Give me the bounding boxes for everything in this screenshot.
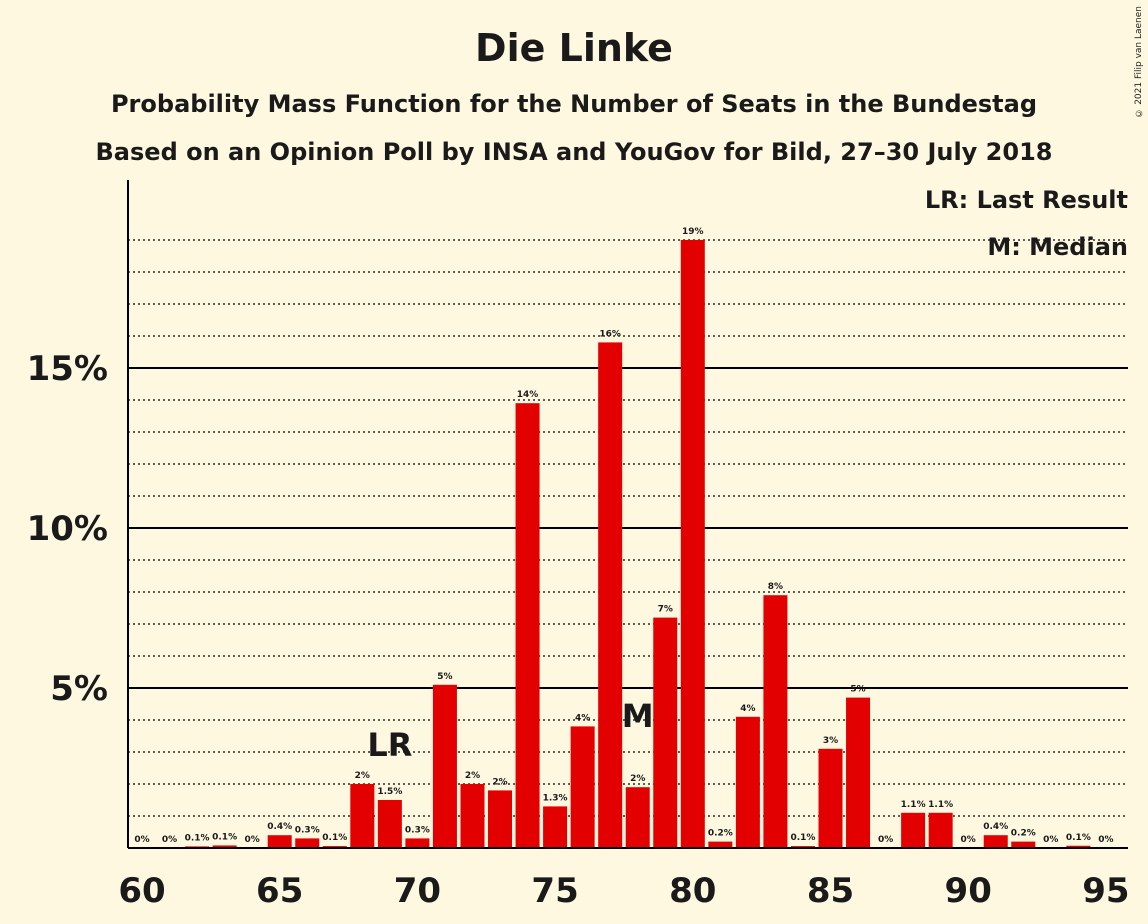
x-tick-label: 90: [945, 871, 992, 911]
bar-seat-94: [1066, 845, 1091, 848]
bar-seat-63: [212, 845, 237, 848]
bar-seat-73: [488, 790, 513, 848]
legend-median: M: Median: [987, 233, 1128, 261]
bar-value-label: 0%: [134, 835, 149, 845]
bar-seat-76: [570, 726, 595, 848]
bar-value-label: 19%: [682, 227, 704, 237]
median-marker: M: [622, 697, 654, 735]
bar-seat-91: [983, 835, 1008, 848]
bar-value-label: 14%: [517, 390, 539, 400]
bar-seat-80: [680, 240, 705, 848]
bar-value-label: 8%: [768, 582, 783, 592]
bar-seat-78: [625, 787, 650, 848]
bar-seat-89: [928, 812, 953, 848]
bar-value-label: 0%: [1098, 835, 1113, 845]
x-tick-label: 60: [118, 871, 165, 911]
bar-value-label: 1.1%: [928, 800, 953, 810]
bar-seat-79: [653, 617, 678, 848]
y-tick-label: 10%: [27, 509, 108, 549]
bar-value-label: 0.1%: [322, 833, 347, 843]
chart-title: Die Linke: [475, 26, 673, 70]
bar-value-label: 0.1%: [790, 833, 815, 843]
bar-value-label: 1.5%: [377, 787, 402, 797]
bar-value-label: 0.3%: [405, 825, 430, 835]
last-result-marker: LR: [367, 726, 412, 764]
bar-value-label: 4%: [575, 713, 590, 723]
bar-seat-88: [901, 812, 926, 848]
bar-value-label: 0.4%: [983, 822, 1008, 832]
bar-value-label: 0.4%: [267, 822, 292, 832]
x-tick-label: 75: [531, 871, 578, 911]
x-tick-label: 95: [1082, 871, 1129, 911]
legend-last-result: LR: Last Result: [924, 186, 1128, 214]
bar-seat-77: [598, 342, 623, 848]
bar-value-label: 1.3%: [543, 793, 568, 803]
bar-value-label: 0.3%: [295, 825, 320, 835]
bar-value-label: 0%: [162, 835, 177, 845]
bar-value-label: 0.1%: [1066, 833, 1091, 843]
bar-value-label: 0%: [1043, 835, 1058, 845]
bar-seat-68: [350, 784, 375, 848]
bar-value-label: 0%: [961, 835, 976, 845]
bar-value-label: 0.1%: [185, 833, 210, 843]
bar-seat-70: [405, 838, 430, 848]
bar-seat-69: [377, 800, 402, 848]
bar-value-label: 2%: [492, 777, 507, 787]
bar-seat-85: [818, 748, 843, 848]
bar-value-label: 7%: [658, 605, 673, 615]
bar-seat-65: [267, 835, 292, 848]
bar-value-label: 0%: [245, 835, 260, 845]
bar-seat-66: [295, 838, 320, 848]
bar-seat-81: [708, 841, 733, 848]
bar-value-label: 0%: [878, 835, 893, 845]
x-tick-label: 80: [669, 871, 716, 911]
bar-seat-75: [543, 806, 568, 848]
bar-value-label: 2%: [465, 771, 480, 781]
bar-seat-83: [763, 595, 788, 848]
bar-seat-74: [515, 403, 540, 848]
bar-seat-92: [1011, 841, 1036, 848]
bar-seat-82: [735, 716, 760, 848]
chart-subtitle: Probability Mass Function for the Number…: [110, 90, 1038, 118]
bar-value-label: 16%: [599, 329, 621, 339]
bar-value-label: 5%: [437, 672, 452, 682]
bar-value-label: 1.1%: [901, 800, 926, 810]
x-tick-label: 85: [807, 871, 854, 911]
bar-value-label: 0.1%: [212, 832, 237, 842]
x-tick-label: 70: [394, 871, 441, 911]
bar-value-label: 5%: [850, 685, 865, 695]
bar-seat-71: [432, 684, 457, 848]
bar-seat-86: [846, 697, 871, 848]
y-tick-label: 5%: [50, 669, 108, 709]
bar-value-label: 2%: [630, 774, 645, 784]
bar-value-label: 0.2%: [708, 829, 733, 839]
x-tick-label: 65: [256, 871, 303, 911]
bar-value-label: 2%: [355, 771, 370, 781]
y-tick-label: 15%: [27, 349, 108, 389]
bar-value-label: 4%: [740, 704, 755, 714]
bar-seat-72: [460, 784, 485, 848]
bar-value-label: 0.2%: [1011, 829, 1036, 839]
chart-subtitle-source: Based on an Opinion Poll by INSA and You…: [95, 138, 1053, 166]
bar-value-label: 3%: [823, 736, 838, 746]
